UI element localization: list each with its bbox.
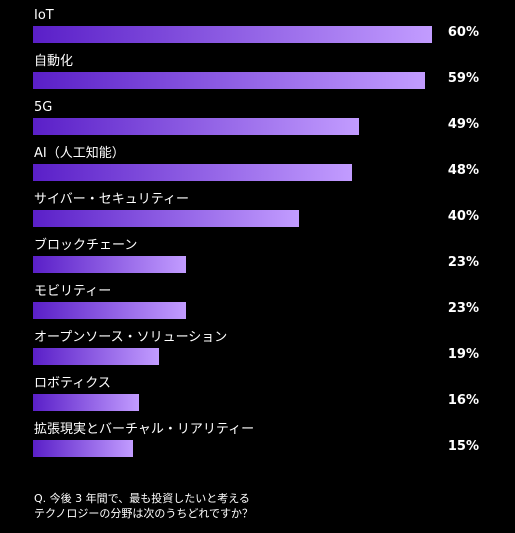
- bar: [33, 210, 299, 227]
- survey-question: Q. 今後 3 年間で、最も投資したいと考える テクノロジーの分野は次のうちどれ…: [34, 491, 253, 521]
- value-label: 40%: [447, 209, 479, 224]
- category-label: AI（人工知能）: [34, 146, 125, 161]
- bar: [33, 256, 186, 273]
- value-label: 19%: [447, 347, 479, 362]
- category-label: ブロックチェーン: [34, 238, 138, 253]
- category-label: オープンソース・ソリューション: [34, 330, 228, 345]
- value-label: 48%: [447, 163, 479, 178]
- category-label: 拡張現実とバーチャル・リアリティー: [34, 422, 255, 437]
- value-label: 59%: [447, 71, 479, 86]
- category-label: IoT: [34, 8, 54, 23]
- value-label: 49%: [447, 117, 479, 132]
- value-label: 23%: [447, 255, 479, 270]
- bar: [33, 164, 352, 181]
- category-label: 自動化: [34, 54, 74, 69]
- bar: [33, 394, 139, 411]
- bar: [33, 440, 133, 457]
- value-label: 15%: [447, 439, 479, 454]
- bar: [33, 72, 425, 89]
- value-label: 60%: [447, 25, 479, 40]
- category-label: モビリティー: [34, 284, 112, 299]
- bar: [33, 302, 186, 319]
- category-label: サイバー・セキュリティー: [34, 192, 189, 207]
- category-label: 5G: [34, 100, 53, 115]
- value-label: 23%: [447, 301, 479, 316]
- category-label: ロボティクス: [34, 376, 111, 391]
- bar: [33, 118, 359, 135]
- survey-question-line-2: テクノロジーの分野は次のうちどれですか？: [34, 507, 254, 520]
- bar: [33, 26, 432, 43]
- survey-question-line-1: Q. 今後 3 年間で、最も投資したいと考える: [34, 492, 250, 505]
- value-label: 16%: [447, 393, 479, 408]
- bar: [33, 348, 159, 365]
